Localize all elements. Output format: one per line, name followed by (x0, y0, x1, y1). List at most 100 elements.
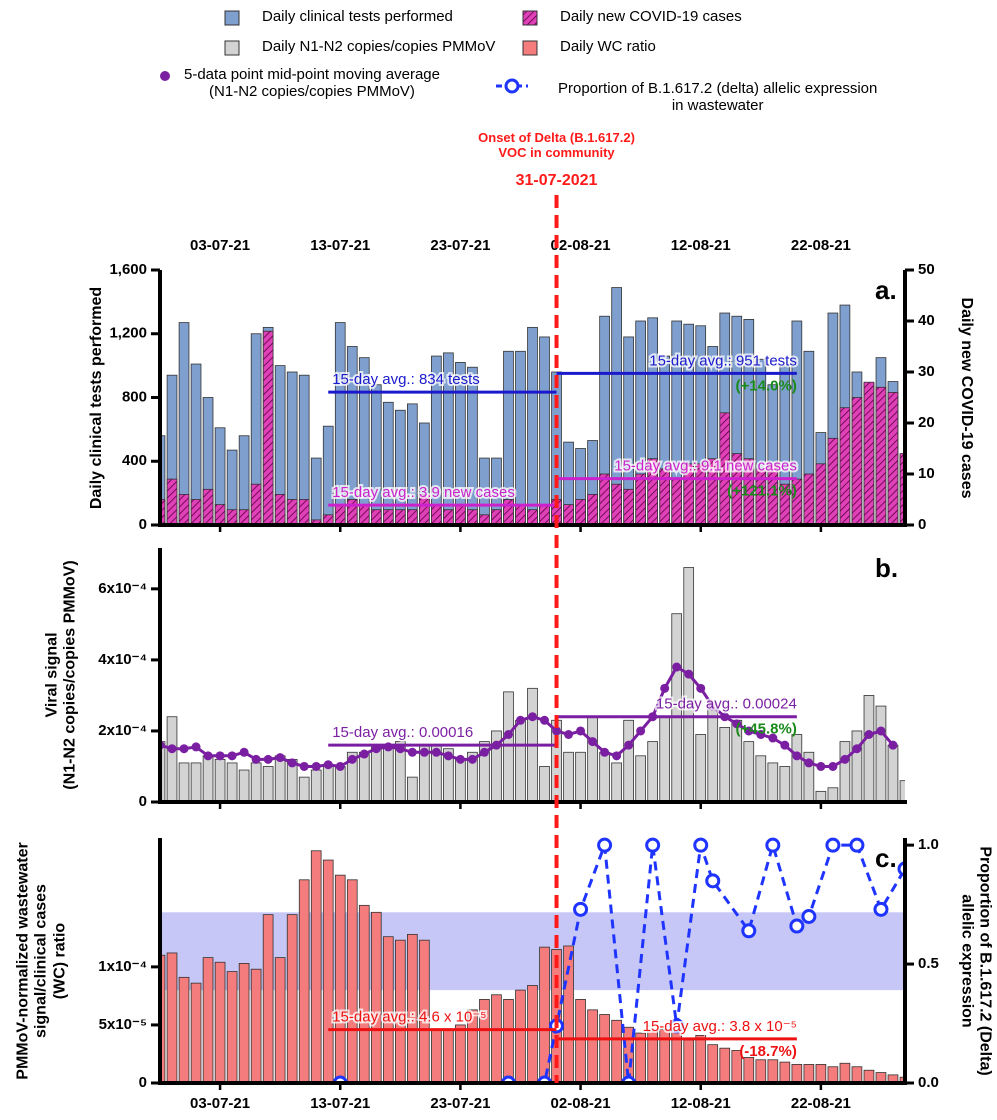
y-tick-label: 1,200 (109, 325, 147, 342)
bar (779, 365, 791, 525)
annotation: Onset of Delta (B.1.617.2) VOC in commun… (478, 130, 635, 160)
bar (394, 939, 406, 1083)
y-tick-label: 4x10⁻⁴ (98, 651, 147, 668)
bar (214, 427, 226, 525)
point (167, 744, 177, 754)
bar (575, 998, 586, 1083)
bar (238, 509, 250, 525)
bar (731, 1050, 743, 1083)
point (756, 730, 766, 740)
legend-label: Daily new COVID-19 cases (560, 8, 742, 25)
point (311, 761, 321, 771)
bar (755, 1059, 767, 1083)
bar (575, 499, 586, 525)
point (227, 751, 237, 761)
point (540, 715, 550, 725)
change-label: (+121.1%) (727, 483, 797, 500)
bar (875, 705, 887, 802)
point (443, 751, 453, 761)
x-tick-label: 02-08-21 (551, 1095, 611, 1112)
bar (623, 719, 634, 802)
bar (599, 315, 610, 525)
change-label: (+45.8%) (736, 721, 797, 738)
average-label: 15-day avg.: 0.00024 (656, 696, 797, 713)
bar (310, 850, 322, 1083)
bar (346, 879, 358, 1083)
bar (443, 509, 454, 525)
y-tick-label: 1x10⁻⁴ (98, 958, 147, 975)
average-label: 15-day avg.: 3.8 x 10⁻⁵ (643, 1018, 797, 1035)
bar (334, 504, 346, 525)
point (407, 747, 417, 757)
bar (491, 509, 502, 525)
bar (611, 287, 622, 525)
y-axis-title: PMMoV-normalized wastewater signal/clini… (14, 841, 69, 1080)
x-tick-label-top: 22-08-21 (791, 237, 851, 254)
bar (755, 358, 767, 525)
bar (479, 998, 490, 1083)
bar (743, 741, 755, 802)
bar (767, 762, 779, 802)
point (215, 751, 225, 761)
bar (647, 458, 658, 525)
y2-tick-label: 1.0 (918, 836, 939, 853)
point (239, 747, 249, 757)
bar (394, 409, 406, 525)
bar (671, 478, 683, 525)
bar (815, 1064, 827, 1083)
bar (563, 441, 574, 525)
y-tick-label: 6x10⁻⁴ (98, 580, 147, 597)
bar (346, 346, 358, 525)
bar (827, 437, 839, 525)
y-tick-label: 0 (139, 1074, 147, 1091)
bar (310, 519, 322, 525)
bar (407, 509, 418, 525)
bar (190, 762, 202, 802)
bar (202, 488, 214, 525)
point (768, 733, 778, 743)
bar (695, 325, 707, 525)
bar (160, 435, 166, 525)
change-label: (+14.0%) (736, 377, 797, 394)
bar (767, 1059, 779, 1083)
point (263, 754, 273, 764)
bar (623, 488, 634, 525)
x-tick-label: 22-08-21 (791, 1095, 851, 1112)
bar (839, 1062, 851, 1083)
y-tick-label: 5x10⁻⁵ (99, 1016, 147, 1033)
bar (731, 315, 743, 525)
bar (587, 716, 598, 802)
bar (803, 350, 815, 525)
point (660, 683, 670, 693)
bar (491, 730, 502, 802)
bar (623, 336, 634, 525)
point (335, 761, 345, 771)
point (744, 726, 754, 736)
point (780, 740, 790, 750)
point (359, 749, 369, 759)
point (852, 744, 862, 754)
bar (599, 751, 610, 802)
point (419, 747, 429, 757)
y-axis-title: Viral signal (N1-N2 copies/copies PMMoV) (43, 560, 79, 790)
bar (455, 504, 466, 525)
bar (214, 961, 226, 1083)
bar (635, 320, 646, 525)
bar (803, 473, 815, 525)
bar (226, 449, 238, 525)
bar (286, 371, 298, 525)
point (573, 901, 589, 917)
bar (527, 326, 538, 525)
point (696, 683, 706, 693)
bar (407, 776, 418, 802)
bar (767, 384, 779, 525)
plot-area (160, 567, 905, 802)
bar (274, 957, 286, 1083)
bar (455, 362, 466, 525)
bar (419, 939, 430, 1083)
point (612, 751, 622, 761)
bar (274, 755, 286, 802)
point (792, 751, 802, 761)
bar (659, 355, 671, 525)
bar (358, 904, 370, 1083)
